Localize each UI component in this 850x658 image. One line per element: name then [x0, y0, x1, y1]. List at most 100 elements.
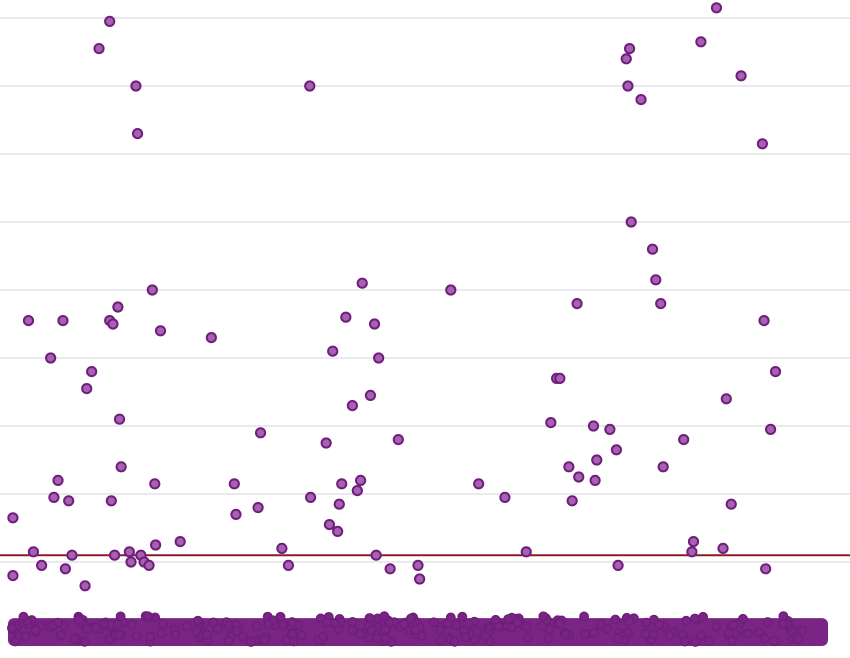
- scatter-point-33: [150, 539, 162, 551]
- band-point: [181, 621, 192, 632]
- scatter-point-102: [765, 423, 777, 435]
- scatter-point-80: [612, 559, 624, 572]
- band-point: [690, 636, 701, 647]
- scatter-point-61: [392, 434, 404, 446]
- band-point: [435, 624, 446, 635]
- scatter-point-43: [304, 80, 316, 92]
- scatter-point-99: [756, 138, 769, 150]
- band-point: [212, 623, 223, 634]
- scatter-point-12: [79, 580, 91, 592]
- band-point: [156, 628, 167, 639]
- band-point: [30, 625, 41, 636]
- scatter-point-44: [304, 491, 317, 503]
- scatter-point-37: [228, 478, 240, 490]
- band-point: [503, 614, 514, 625]
- scatter-point-54: [355, 474, 367, 486]
- scatter-point-76: [589, 474, 601, 486]
- scatter-point-26: [130, 80, 142, 92]
- band-point: [480, 631, 491, 642]
- band-point: [10, 636, 20, 647]
- scatter-point-82: [622, 80, 634, 92]
- scatter-point-74: [573, 471, 585, 483]
- scatter-point-38: [230, 508, 242, 521]
- scatter-point-34: [154, 325, 167, 337]
- band-point: [380, 633, 391, 644]
- band-point: [223, 635, 234, 646]
- band-point: [114, 629, 125, 640]
- scatter-point-62: [412, 559, 424, 572]
- scatter-point-72: [566, 495, 578, 507]
- scatter-point-1: [7, 570, 19, 582]
- band-point: [399, 619, 410, 630]
- band-point: [613, 633, 624, 644]
- scatter-point-16: [104, 15, 116, 27]
- scatter-point-90: [678, 434, 690, 446]
- scatter-point-81: [620, 53, 632, 65]
- band-point: [318, 631, 329, 642]
- band-point: [664, 630, 675, 641]
- scatter-point-89: [657, 461, 669, 473]
- band-point: [53, 617, 64, 628]
- band-point: [7, 622, 17, 633]
- band-point: [580, 629, 591, 640]
- band-point: [56, 630, 67, 641]
- band-point: [406, 613, 416, 624]
- band-point: [762, 617, 773, 627]
- scatter-point-97: [725, 498, 737, 510]
- band-point: [372, 633, 383, 644]
- band-point: [445, 612, 456, 623]
- band-point: [610, 614, 621, 625]
- scatter-point-64: [445, 284, 457, 296]
- band-point: [73, 614, 84, 625]
- band-point: [742, 629, 753, 639]
- band-point: [560, 629, 571, 640]
- band-point: [522, 632, 533, 643]
- scatter-point-71: [563, 461, 575, 473]
- band-point: [287, 629, 298, 640]
- scatter-points: [7, 2, 782, 592]
- scatter-point-23: [115, 461, 127, 473]
- band-point: [417, 630, 428, 641]
- scatter-point-91: [686, 546, 698, 558]
- scatter-point-0: [7, 512, 19, 524]
- scatter-point-20: [109, 549, 121, 561]
- band-point: [698, 611, 709, 622]
- scatter-point-68: [545, 417, 557, 429]
- scatter-point-59: [373, 352, 385, 364]
- band-point: [512, 617, 523, 628]
- scatter-point-60: [384, 563, 396, 575]
- scatter-point-49: [333, 498, 345, 510]
- band-point: [554, 618, 565, 629]
- band-point: [521, 621, 532, 632]
- band-point: [681, 615, 692, 626]
- band-point: [759, 633, 770, 644]
- scatter-point-75: [587, 420, 600, 432]
- band-point: [754, 627, 765, 638]
- band-point: [435, 635, 446, 646]
- scatter-point-70: [554, 372, 566, 384]
- band-point: [365, 613, 376, 624]
- band-point: [793, 634, 804, 645]
- scatter-point-25: [125, 556, 137, 568]
- band-point: [689, 613, 700, 624]
- band-point: [347, 616, 358, 627]
- band-point: [704, 636, 714, 647]
- band-point: [90, 622, 101, 633]
- scatter-point-31: [146, 284, 158, 296]
- band-point: [579, 611, 590, 622]
- band-point: [769, 636, 780, 647]
- scatter-point-39: [252, 502, 264, 514]
- band-point: [260, 635, 270, 645]
- scatter-point-40: [254, 427, 267, 439]
- scatter-point-4: [36, 559, 48, 572]
- band-point: [131, 631, 142, 642]
- band-point: [738, 613, 748, 624]
- band-point: [287, 617, 298, 628]
- scatter-point-5: [45, 352, 57, 364]
- scatter-point-52: [346, 400, 358, 412]
- scatter-point-100: [758, 315, 770, 327]
- scatter-point-83: [623, 43, 636, 55]
- scatter-point-57: [368, 318, 381, 330]
- scatter-point-13: [81, 383, 93, 395]
